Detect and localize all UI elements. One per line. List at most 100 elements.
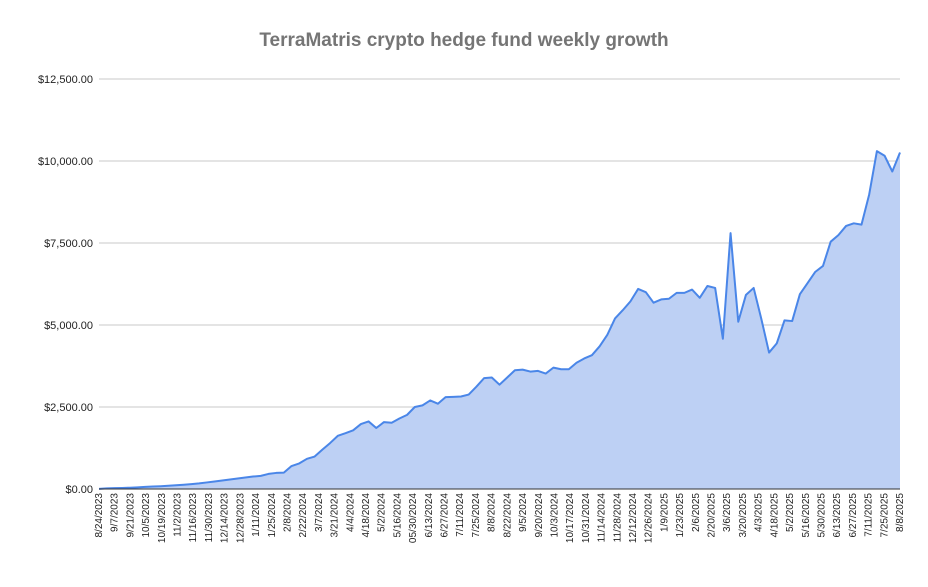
x-tick-label: 5/2/2024: [377, 493, 388, 532]
x-tick-label: 11/30/2023: [204, 493, 215, 543]
data-point: [352, 429, 354, 431]
data-point: [437, 403, 439, 405]
data-point: [175, 484, 177, 486]
data-point: [783, 319, 785, 321]
data-point: [298, 462, 300, 464]
data-point: [498, 384, 500, 386]
x-tick-label: 8/22/2024: [502, 493, 513, 538]
x-tick-label: 2/8/2024: [282, 493, 293, 532]
data-point: [283, 471, 285, 473]
data-point: [591, 354, 593, 356]
x-tick-label: 9/7/2023: [110, 493, 121, 532]
data-point: [675, 292, 677, 294]
chart-title: TerraMatris crypto hedge fund weekly gro…: [259, 30, 669, 51]
data-point: [729, 232, 731, 234]
data-point: [860, 223, 862, 225]
x-tick-label: 9/5/2024: [518, 493, 529, 532]
x-tick-label: 5/2/2025: [785, 493, 796, 532]
y-tick-label: $5,000.00: [44, 320, 93, 332]
x-tick-label: 4/18/2024: [361, 493, 372, 538]
data-point: [375, 427, 377, 429]
data-point: [475, 385, 477, 387]
x-tick-label: 3/20/2025: [738, 493, 749, 538]
data-point: [829, 240, 831, 242]
x-tick-label: 7/25/2024: [471, 493, 482, 538]
x-tick-label: 1/25/2024: [267, 493, 278, 538]
data-point: [206, 481, 208, 483]
data-point: [583, 357, 585, 359]
x-tick-label: 1/11/2024: [251, 493, 262, 537]
x-tick-label: 3/21/2024: [330, 493, 341, 538]
data-point: [406, 414, 408, 416]
x-tick-label: 12/28/2023: [235, 493, 246, 543]
data-point: [868, 193, 870, 195]
x-tick-label: 8/8/2025: [895, 493, 906, 532]
x-tick-label: 4/4/2024: [345, 493, 356, 532]
data-point: [891, 170, 893, 172]
data-point: [167, 485, 169, 487]
data-point: [252, 475, 254, 477]
data-point: [652, 302, 654, 304]
data-point: [814, 271, 816, 273]
x-tick-label: 2/6/2025: [691, 493, 702, 532]
data-point: [421, 404, 423, 406]
x-tick-label: 10/5/2023: [141, 493, 152, 538]
y-tick-label: $2,500.00: [44, 402, 93, 414]
x-tick-label: 5/16/2024: [392, 493, 403, 538]
data-point: [691, 288, 693, 290]
x-tick-label: 1/9/2025: [659, 493, 670, 532]
x-tick-label: 6/13/2024: [424, 493, 435, 538]
x-tick-label: 10/17/2024: [565, 493, 576, 543]
data-point: [706, 285, 708, 287]
data-point: [883, 155, 885, 157]
x-tick-label: 5/16/2025: [801, 493, 812, 538]
data-point: [699, 297, 701, 299]
y-tick-label: $7,500.00: [44, 238, 93, 250]
data-point: [545, 372, 547, 374]
data-point: [337, 435, 339, 437]
x-tick-label: 10/19/2023: [157, 493, 168, 543]
x-tick-label: 11/2/2023: [173, 493, 184, 537]
data-point: [752, 287, 754, 289]
data-point: [275, 472, 277, 474]
data-point: [598, 345, 600, 347]
data-point: [159, 485, 161, 487]
x-tick-label: 4/18/2025: [769, 493, 780, 538]
data-point: [660, 298, 662, 300]
data-point: [229, 478, 231, 480]
x-tick-label: 4/3/2025: [754, 493, 765, 532]
series-area: [99, 151, 900, 489]
x-tick-label: 05/30/2024: [408, 493, 419, 543]
x-tick-label: 10/31/2024: [581, 493, 592, 543]
data-point: [614, 317, 616, 319]
x-tick-label: 7/25/2025: [879, 493, 890, 538]
x-tick-label: 3/7/2024: [314, 493, 325, 532]
data-point: [845, 225, 847, 227]
data-point: [221, 479, 223, 481]
data-point: [429, 399, 431, 401]
x-tick-label: 11/14/2024: [597, 493, 608, 543]
data-point: [806, 282, 808, 284]
y-tick-label: $10,000.00: [38, 156, 93, 168]
data-point: [506, 376, 508, 378]
data-point: [483, 377, 485, 379]
x-tick-label: 5/30/2025: [816, 493, 827, 538]
data-point: [183, 484, 185, 486]
data-point: [853, 222, 855, 224]
data-point: [198, 482, 200, 484]
x-tick-label: 3/6/2025: [722, 493, 733, 532]
data-point: [306, 458, 308, 460]
data-point: [745, 294, 747, 296]
data-point: [367, 420, 369, 422]
x-tick-label: 12/12/2024: [628, 493, 639, 543]
data-point: [390, 422, 392, 424]
x-tick-label: 8/8/2024: [487, 493, 498, 532]
x-tick-label: 1/23/2025: [675, 493, 686, 538]
data-point: [529, 370, 531, 372]
data-point: [190, 483, 192, 485]
y-tick-label: $12,500.00: [38, 74, 93, 86]
x-tick-label: 9/20/2024: [534, 493, 545, 538]
data-point: [837, 234, 839, 236]
